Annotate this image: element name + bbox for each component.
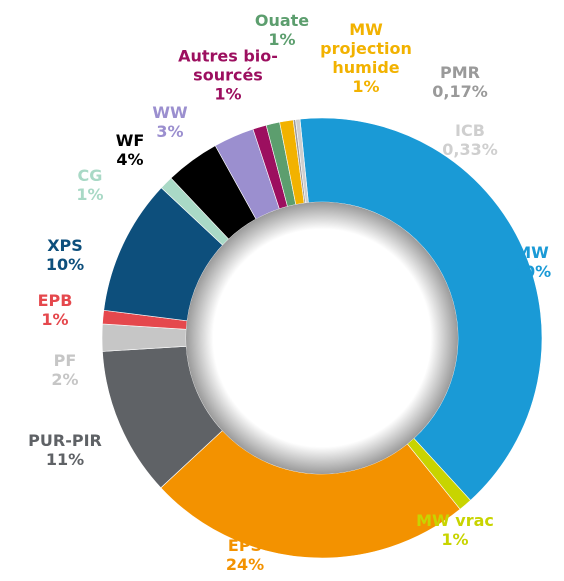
segment-label: MW vrac 1% bbox=[416, 511, 494, 549]
segment-label: PF 2% bbox=[51, 351, 78, 389]
segment-label: MW 40% bbox=[513, 243, 551, 281]
value-label: 1% bbox=[441, 530, 469, 549]
category-label: PUR-PIR bbox=[28, 431, 102, 450]
value-label: 1% bbox=[268, 30, 296, 49]
value-label: 1% bbox=[76, 185, 104, 204]
category-label: EPB bbox=[37, 291, 73, 310]
segment-label: XPS 10% bbox=[46, 236, 84, 274]
segment-label: WF 4% bbox=[116, 131, 145, 169]
value-label: 1% bbox=[41, 310, 69, 329]
category-label: Ouate bbox=[254, 11, 310, 30]
category-label: PMR bbox=[440, 63, 480, 82]
segment-label: WW 3% bbox=[152, 103, 187, 141]
segment-label: EPB 1% bbox=[38, 291, 73, 329]
value-label: 4% bbox=[116, 150, 144, 169]
value-label: 1% bbox=[352, 77, 380, 96]
category-label: PF bbox=[53, 351, 77, 370]
segment-label: Autres bio-sourcés 1% bbox=[168, 47, 288, 104]
value-label: 0,33% bbox=[442, 140, 498, 159]
category-label: ICB bbox=[455, 121, 485, 140]
segment-label: EPS 24% bbox=[226, 536, 264, 574]
category-label: MW projection humide bbox=[320, 20, 412, 77]
segment-label: PMR 0,17% bbox=[432, 63, 488, 101]
category-label: MW vrac bbox=[416, 511, 494, 530]
value-label: 0,17% bbox=[432, 82, 488, 101]
donut-hole-shadow bbox=[186, 202, 458, 474]
category-label: WW bbox=[152, 103, 188, 122]
value-label: 3% bbox=[156, 122, 184, 141]
value-label: 2% bbox=[51, 370, 79, 389]
category-label: WF bbox=[115, 131, 145, 150]
segment-label: CG 1% bbox=[76, 166, 103, 204]
category-label: CG bbox=[77, 166, 103, 185]
value-label: 40% bbox=[512, 262, 552, 281]
category-label: Autres bio-sourcés bbox=[178, 46, 278, 85]
segment-label: PUR-PIR 11% bbox=[28, 431, 102, 469]
value-label: 1% bbox=[214, 84, 242, 104]
segment-label: ICB 0,33% bbox=[442, 121, 498, 159]
value-label: 10% bbox=[45, 255, 85, 274]
category-label: EPS bbox=[227, 536, 263, 555]
segment-label: Ouate 1% bbox=[255, 11, 309, 49]
donut-segment bbox=[160, 430, 461, 559]
category-label: MW bbox=[515, 243, 549, 262]
value-label: 24% bbox=[225, 555, 265, 574]
segment-label: MW projection humide 1% bbox=[311, 20, 421, 96]
value-label: 11% bbox=[45, 450, 85, 469]
category-label: XPS bbox=[47, 236, 83, 255]
